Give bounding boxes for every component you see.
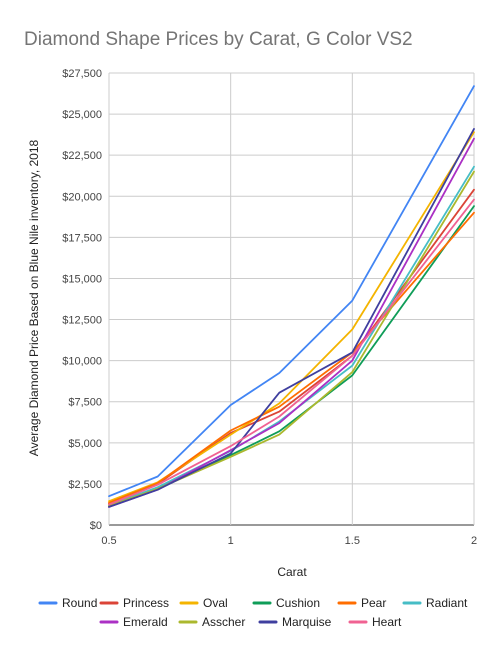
legend-label: Heart bbox=[372, 615, 402, 629]
legend-label: Oval bbox=[203, 596, 228, 610]
legend-label: Asscher bbox=[202, 615, 245, 629]
legend-item-heart: Heart bbox=[348, 615, 402, 629]
legend-item-cushion: Cushion bbox=[252, 596, 320, 610]
legend-label: Cushion bbox=[276, 596, 320, 610]
legend-label: Round bbox=[62, 596, 97, 610]
series-line-round bbox=[108, 85, 475, 498]
y-axis-title: Average Diamond Price Based on Blue Nile… bbox=[27, 139, 41, 456]
legend-item-round: Round bbox=[38, 596, 97, 610]
y-tick-label: $5,000 bbox=[68, 438, 102, 450]
series-line-emerald bbox=[108, 137, 475, 508]
x-tick-label: 1 bbox=[228, 535, 234, 547]
gridlines bbox=[108, 72, 475, 526]
legend-label: Radiant bbox=[426, 596, 468, 610]
series-line-heart bbox=[108, 198, 475, 506]
legend-label: Pear bbox=[361, 596, 386, 610]
x-tick-label: 0.5 bbox=[101, 535, 116, 547]
legend-label: Princess bbox=[123, 596, 169, 610]
legend: Round Princess Oval Cushion Pear Radiant Emera… bbox=[38, 596, 468, 629]
x-tick-label: 1.5 bbox=[345, 535, 360, 547]
x-tick-label: 2 bbox=[471, 535, 477, 547]
legend-item-pear: Pear bbox=[337, 596, 386, 610]
y-tick-label: $17,500 bbox=[62, 232, 102, 244]
y-tick-label: $15,000 bbox=[62, 273, 102, 285]
legend-item-princess: Princess bbox=[99, 596, 169, 610]
series-line-oval bbox=[108, 131, 475, 503]
y-tick-label: $2,500 bbox=[68, 479, 102, 491]
series-line-cushion bbox=[108, 205, 475, 508]
y-tick-label: $10,000 bbox=[62, 356, 102, 368]
y-tick-label: $27,500 bbox=[62, 68, 102, 80]
series-lines bbox=[108, 85, 475, 508]
legend-item-radiant: Radiant bbox=[402, 596, 468, 610]
series-line-radiant bbox=[108, 165, 475, 507]
x-axis-title: Carat bbox=[277, 565, 307, 579]
legend-item-asscher: Asscher bbox=[178, 615, 245, 629]
x-axis-tick-labels: 0.5 1 1.5 2 bbox=[101, 535, 477, 547]
legend-item-marquise: Marquise bbox=[258, 615, 332, 629]
legend-label: Marquise bbox=[282, 615, 332, 629]
y-tick-label: $0 bbox=[90, 520, 102, 532]
y-tick-label: $22,500 bbox=[62, 150, 102, 162]
y-tick-label: $12,500 bbox=[62, 315, 102, 327]
y-axis-tick-labels: $0 $2,500 $5,000 $7,500 $10,000 $12,500 $15,00… bbox=[62, 68, 102, 532]
y-tick-label: $7,500 bbox=[68, 397, 102, 409]
legend-item-emerald: Emerald bbox=[99, 615, 168, 629]
legend-item-oval: Oval bbox=[179, 596, 228, 610]
y-tick-label: $25,000 bbox=[62, 109, 102, 121]
y-tick-label: $20,000 bbox=[62, 191, 102, 203]
legend-label: Emerald bbox=[123, 615, 168, 629]
series-line-marquise bbox=[108, 127, 475, 508]
chart-title: Diamond Shape Prices by Carat, G Color V… bbox=[24, 29, 413, 50]
